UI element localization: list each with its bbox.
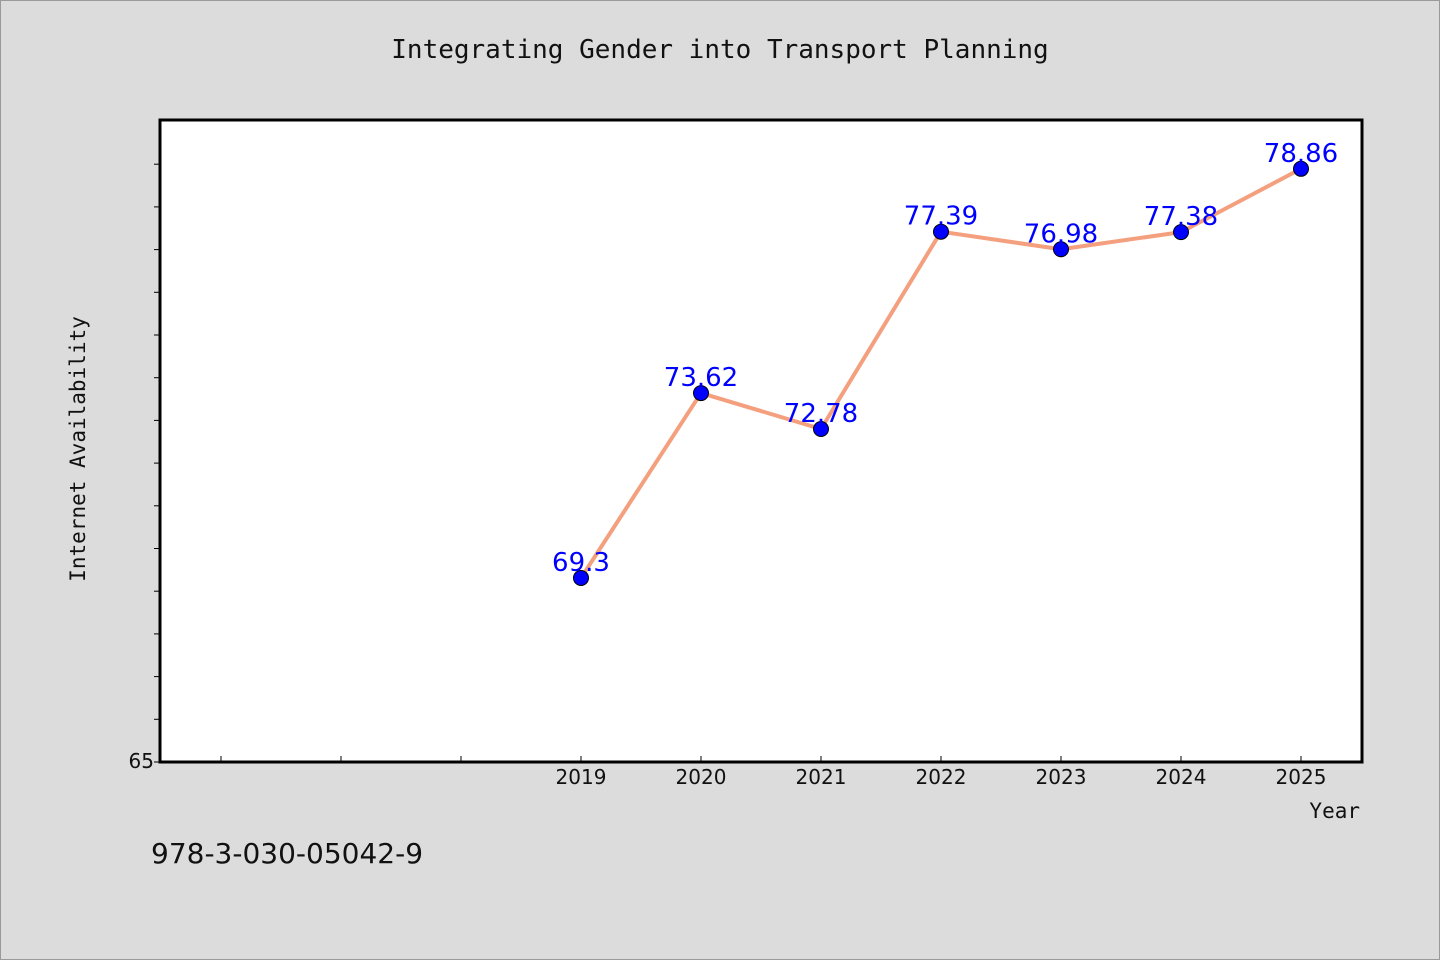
data-point — [813, 421, 829, 438]
data-label: 78.86 — [1264, 139, 1338, 169]
plot-area — [158, 118, 1364, 764]
y-axis-label: Internet Availability — [66, 316, 90, 582]
data-label: 69.3 — [552, 548, 610, 578]
data-point — [1053, 241, 1069, 258]
x-axis-label: Year — [1309, 799, 1360, 823]
series-group: 69.3 73.62 72.78 77.39 76.98 77.38 78.86 — [552, 139, 1338, 586]
data-point — [573, 569, 589, 586]
y-axis-ticks: 65 — [129, 163, 160, 773]
data-label: 77.38 — [1144, 202, 1218, 232]
data-point — [933, 223, 949, 240]
x-tick-label: 2020 — [676, 765, 727, 789]
data-label: 76.98 — [1024, 219, 1098, 249]
data-label: 72.78 — [784, 399, 858, 429]
footer-identifier: 978-3-030-05042-9 — [151, 837, 424, 870]
x-tick-label: 2021 — [796, 765, 847, 789]
x-tick-label: 2019 — [556, 765, 607, 789]
x-axis-ticks: 2019 2020 2021 2022 2023 2024 2025 — [220, 756, 1327, 789]
x-tick-label: 2023 — [1036, 765, 1087, 789]
y-tick-label: 65 — [129, 749, 154, 773]
data-point — [1293, 160, 1309, 177]
x-tick-label: 2025 — [1276, 765, 1327, 789]
x-tick-label: 2024 — [1156, 765, 1207, 789]
x-tick-label: 2022 — [916, 765, 967, 789]
chart-title: Integrating Gender into Transport Planni… — [391, 35, 1049, 65]
data-label: 73.62 — [664, 363, 738, 393]
data-point — [1173, 224, 1189, 241]
data-point — [693, 385, 709, 402]
data-label: 77.39 — [904, 202, 978, 232]
